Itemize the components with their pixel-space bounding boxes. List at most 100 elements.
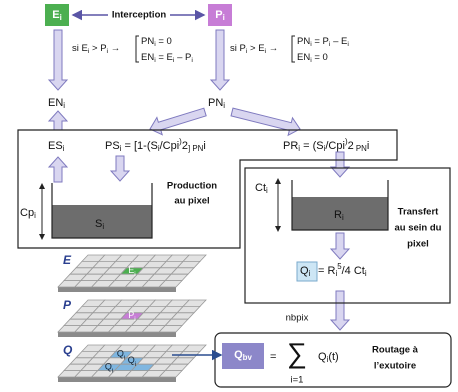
text-part: = E xyxy=(156,52,173,63)
text-part: si E xyxy=(72,43,88,54)
transfer-box xyxy=(245,168,450,303)
text-part: = [1-(S xyxy=(121,140,157,152)
text-part: Cp xyxy=(20,207,34,219)
rule-condition: si Ei > Pi → xyxy=(72,43,120,55)
text-part: i xyxy=(347,41,349,48)
text-part: = 0 xyxy=(156,36,172,47)
flow-arrow xyxy=(211,30,229,90)
sigma: ∑ xyxy=(287,337,307,368)
text-part: – P xyxy=(174,52,191,63)
text-part: i xyxy=(124,354,125,361)
text-part: i xyxy=(365,269,367,278)
rule-condition: si Pi > Ei → xyxy=(230,43,278,55)
text-part: PN xyxy=(354,144,367,153)
text-part: i xyxy=(342,213,344,222)
text-part: si P xyxy=(230,43,246,54)
production-label: Production xyxy=(167,181,217,192)
text-part: /4 Ct xyxy=(342,265,365,277)
text-part: P xyxy=(215,9,222,21)
text-part: PN xyxy=(141,36,154,47)
rule-line: ENi = Ei – Pi xyxy=(141,52,193,64)
bracket xyxy=(292,36,295,62)
text-part: i xyxy=(223,13,225,22)
text-part: ] PN xyxy=(188,144,204,153)
text-part: PR xyxy=(283,140,298,152)
pn-label: PNi xyxy=(208,97,225,110)
sum-bottom: i=1 xyxy=(291,375,304,386)
text-part: i xyxy=(34,211,36,220)
flow-arrow xyxy=(231,108,300,135)
equals: = xyxy=(270,351,276,363)
routing-label: l’exutoire xyxy=(374,361,416,372)
text-part: i xyxy=(309,269,311,278)
es-label: ESi xyxy=(48,140,65,153)
flow-arrow xyxy=(49,30,67,90)
text-part: /Cp xyxy=(160,140,177,152)
text-part: i xyxy=(135,361,136,368)
routing-label: Routage à xyxy=(372,345,419,356)
grid-side xyxy=(58,377,176,382)
flow-arrow xyxy=(111,156,129,181)
text-part: Q xyxy=(105,362,112,372)
text-part: i xyxy=(203,140,205,152)
text-part: S xyxy=(95,218,102,230)
text-part: EN xyxy=(297,52,310,63)
rule-line: ENi = 0 xyxy=(297,52,328,64)
layer-label: P xyxy=(63,298,72,312)
text-part: i xyxy=(102,222,104,231)
flow-arrow xyxy=(331,233,349,259)
text-part: Q xyxy=(117,349,124,359)
text-part: i xyxy=(266,186,268,195)
text-part: bv xyxy=(243,353,253,362)
text-part: i xyxy=(63,144,65,153)
grid-stack: EPQEiPiQiQiQi xyxy=(58,253,206,382)
text-part: = 0 xyxy=(312,52,328,63)
text-part: – E xyxy=(330,36,347,47)
flow-arrow xyxy=(331,291,349,330)
text-part: i xyxy=(223,101,225,110)
text-part: i xyxy=(191,57,193,64)
transfer-label: au sein du xyxy=(395,223,442,234)
text-part: R xyxy=(334,209,342,221)
transfer-label: Transfert xyxy=(398,207,439,218)
text-part: Ct xyxy=(255,182,266,194)
text-part: E xyxy=(52,9,59,21)
text-part: (t) xyxy=(328,351,338,363)
layer-label: Q xyxy=(63,343,73,357)
text-part: EN xyxy=(48,97,63,109)
cp-label: Cpi xyxy=(20,207,36,220)
grid-side xyxy=(58,287,176,292)
flow-arrow xyxy=(331,152,349,177)
text-part: i xyxy=(112,367,113,374)
transfer-label: pixel xyxy=(407,239,429,250)
layer-label: E xyxy=(63,253,72,267)
text-part: PN xyxy=(208,97,223,109)
text-part: > P xyxy=(89,43,106,54)
rule-line: PNi = Pi – Ei xyxy=(297,36,349,48)
text-part: Q xyxy=(128,355,135,365)
text-part: i xyxy=(60,13,62,22)
text-part: ES xyxy=(48,140,63,152)
text-part: = R xyxy=(318,265,335,277)
diagram: Ei Pi Interception si Ei > Pi → PNi = 0 … xyxy=(0,0,458,392)
grid-side xyxy=(58,332,176,337)
flow-arrow xyxy=(150,108,206,134)
text-part: i xyxy=(367,140,369,152)
sum-top: nbpix xyxy=(286,313,309,324)
en-label: ENi xyxy=(48,97,65,110)
text-part: PS xyxy=(105,140,120,152)
text-part: → xyxy=(108,43,120,54)
rule-line: PNi = 0 xyxy=(141,36,172,48)
text-part: /Cp xyxy=(325,140,342,152)
flow-arrow xyxy=(49,111,67,130)
text-part: i xyxy=(134,316,135,323)
q-formula: = Ri5/4 Cti xyxy=(318,262,367,278)
text-part: EN xyxy=(141,52,154,63)
flow-arrow xyxy=(49,157,67,182)
sum-term: Qi(t) xyxy=(318,351,339,364)
text-part: i xyxy=(63,101,65,110)
pr-formula: PRi = (Si/Cpi)2 PNi xyxy=(283,137,369,153)
text-part: > E xyxy=(247,43,264,54)
text-part: PN xyxy=(297,36,310,47)
interception-label: Interception xyxy=(112,10,167,21)
